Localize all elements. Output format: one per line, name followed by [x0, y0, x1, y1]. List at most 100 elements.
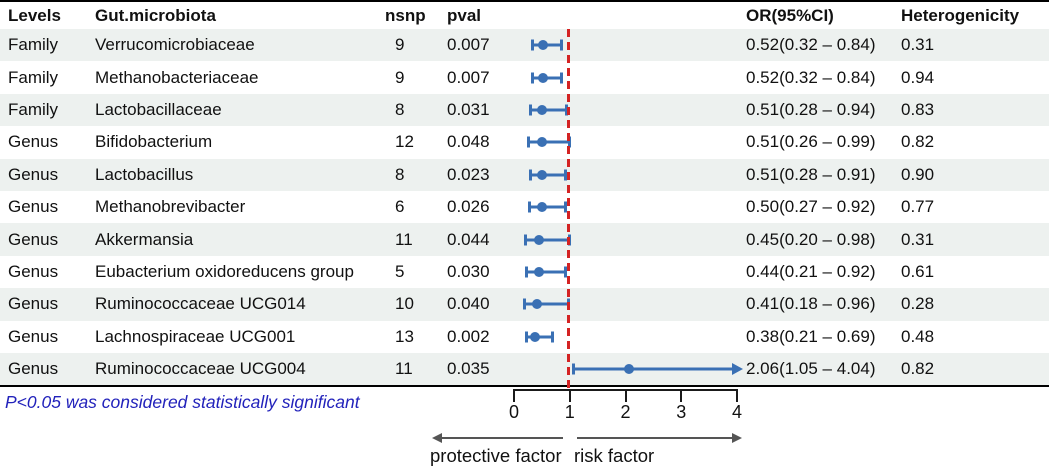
ci-whisker — [525, 270, 566, 274]
ci-marker-cell — [505, 256, 746, 288]
pval-cell: 0.044 — [447, 229, 490, 249]
nsnp-cell: 5 — [395, 261, 405, 281]
axis-tick-label: 3 — [676, 402, 687, 422]
col-header-or-ci: OR(95%CI) — [746, 5, 834, 25]
ci-marker-cell — [505, 94, 746, 126]
nsnp-cell: 8 — [395, 164, 405, 184]
ci-marker-cell — [505, 353, 746, 385]
ci-cap-high — [564, 266, 568, 278]
table-row: Genus Methanobrevibacter 6 0.026 0.50(0.… — [0, 191, 1049, 223]
nsnp-cell: 9 — [395, 67, 405, 87]
or-point — [537, 72, 548, 83]
table-row: Family Verrucomicrobiaceae 9 0.007 0.52(… — [0, 29, 1049, 62]
microbiota-cell: Methanobrevibacter — [95, 197, 246, 217]
heterogeneity-cell: 0.48 — [901, 326, 935, 346]
level-cell: Family — [8, 67, 59, 87]
table-row: Genus Bifidobacterium 12 0.048 0.51(0.26… — [0, 126, 1049, 158]
pval-cell: 0.035 — [447, 359, 490, 379]
or-ci-cell: 0.45(0.20 – 0.98) — [746, 229, 876, 249]
or-ci-cell: 0.50(0.27 – 0.92) — [746, 197, 876, 217]
col-header-pval: pval — [447, 5, 482, 25]
pval-cell: 0.007 — [447, 35, 490, 55]
or-ci-cell: 0.38(0.21 – 0.69) — [746, 326, 876, 346]
heterogeneity-cell: 0.28 — [901, 294, 935, 314]
nsnp-cell: 13 — [395, 326, 414, 346]
ci-whisker — [524, 302, 568, 306]
microbiota-cell: Ruminococcaceae UCG014 — [95, 294, 306, 314]
risk-direction-arrow — [577, 432, 742, 443]
ci-cap-low — [528, 201, 532, 213]
col-header-nsnp: nsnp — [385, 5, 426, 25]
or-ci-cell: 0.52(0.32 – 0.84) — [746, 67, 876, 87]
pval-cell: 0.030 — [447, 261, 490, 281]
microbiota-cell: Eubacterium oxidoreducens group — [95, 261, 354, 281]
pval-cell: 0.007 — [447, 67, 490, 87]
or-point — [537, 40, 548, 51]
ci-cap-low — [524, 331, 528, 343]
or-point — [537, 104, 548, 115]
ci-cap-low — [524, 266, 528, 278]
ci-whisker — [572, 367, 732, 371]
axis-tick-label: 0 — [508, 402, 519, 422]
nsnp-cell: 9 — [395, 35, 405, 55]
ci-cap-low — [528, 104, 532, 116]
ci-cap-high — [559, 72, 563, 84]
or-point — [536, 202, 547, 213]
or-ci-cell: 0.44(0.21 – 0.92) — [746, 261, 876, 281]
protective-factor-label: protective factor — [430, 445, 562, 466]
or-point — [537, 137, 548, 148]
pval-cell: 0.031 — [447, 99, 490, 119]
nsnp-cell: 12 — [395, 132, 414, 152]
ci-cap-low — [571, 363, 575, 375]
heterogeneity-cell: 0.31 — [901, 35, 935, 55]
ci-marker-cell — [505, 61, 746, 93]
ci-arrowhead — [732, 363, 743, 376]
or-ci-cell: 0.52(0.32 – 0.84) — [746, 35, 876, 55]
ci-whisker — [525, 238, 569, 242]
pval-cell: 0.023 — [447, 164, 490, 184]
nsnp-cell: 10 — [395, 294, 414, 314]
ci-cap-low — [530, 72, 534, 84]
heterogeneity-cell: 0.90 — [901, 164, 935, 184]
table-row: Family Methanobacteriaceae 9 0.007 0.52(… — [0, 61, 1049, 93]
ci-cap-low — [523, 298, 527, 310]
axis-tick-label: 4 — [731, 402, 742, 422]
table-row: Genus Eubacterium oxidoreducens group 5 … — [0, 256, 1049, 288]
microbiota-cell: Lachnospiraceae UCG001 — [95, 326, 296, 346]
ci-cap-low — [527, 136, 531, 148]
ci-cap-high — [551, 331, 555, 343]
ci-cap-low — [530, 39, 534, 51]
ci-whisker — [528, 140, 570, 144]
risk-factor-label: risk factor — [574, 445, 655, 466]
ci-cap-low — [528, 169, 532, 181]
table-row: Genus Akkermansia 11 0.044 0.45(0.20 – 0… — [0, 223, 1049, 256]
table-row: Genus Ruminococcaceae UCG004 11 0.035 2.… — [0, 352, 1049, 386]
col-header-microbiota: Gut.microbiota — [95, 5, 216, 25]
or-point — [530, 331, 541, 342]
level-cell: Family — [8, 35, 59, 55]
ci-cap-low — [524, 234, 528, 246]
table-body: Family Verrucomicrobiaceae 9 0.007 0.52(… — [0, 29, 1049, 388]
axis-tick — [680, 389, 683, 402]
axis-tick — [568, 389, 571, 402]
or-point — [531, 299, 542, 310]
table-row: Genus Lactobacillus 8 0.023 0.51(0.28 – … — [0, 158, 1049, 191]
microbiota-cell: Lactobacillaceae — [95, 99, 222, 119]
or-ci-cell: 0.51(0.28 – 0.91) — [746, 164, 876, 184]
nsnp-cell: 6 — [395, 197, 405, 217]
pval-cell: 0.048 — [447, 132, 490, 152]
pval-cell: 0.026 — [447, 197, 490, 217]
reference-line — [567, 29, 570, 393]
level-cell: Genus — [8, 132, 59, 152]
or-point — [623, 364, 634, 375]
microbiota-cell: Methanobacteriaceae — [95, 67, 259, 87]
pval-cell: 0.040 — [447, 294, 490, 314]
or-ci-cell: 0.41(0.18 – 0.96) — [746, 294, 876, 314]
protective-direction-arrow — [432, 432, 563, 443]
level-cell: Genus — [8, 197, 59, 217]
col-header-levels: Levels — [8, 5, 61, 25]
microbiota-cell: Akkermansia — [95, 229, 194, 249]
level-cell: Family — [8, 99, 59, 119]
or-ci-cell: 0.51(0.28 – 0.94) — [746, 99, 876, 119]
